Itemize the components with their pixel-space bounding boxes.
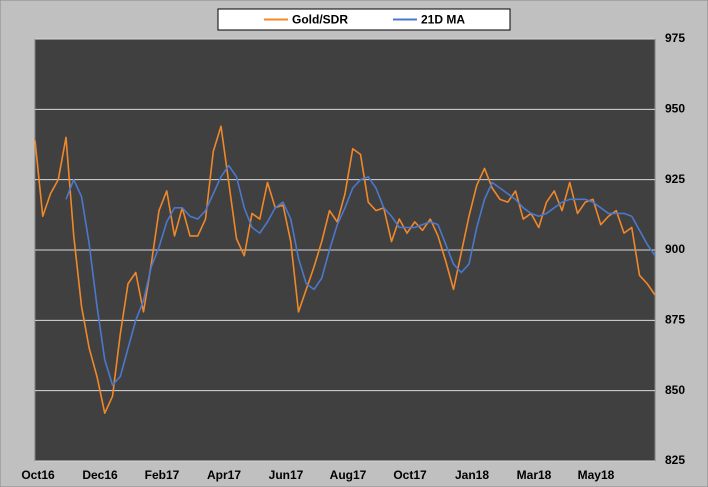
x-tick-label: Jun17 [269,468,304,482]
x-tick-label: Dec16 [82,468,118,482]
x-tick-label: Mar18 [517,468,552,482]
labels: 825 850 875 900 925 950 975 Oct16 Dec16 Feb17 Apr1… [21,31,685,482]
legend-label: 21D MA [421,13,465,27]
x-tick-label: Feb17 [145,468,180,482]
legend-label: Gold/SDR [292,13,348,27]
y-tick-label: 825 [665,453,685,467]
y-tick-label: 900 [665,242,685,256]
grid [35,38,655,462]
x-tick-label: Jan18 [455,468,489,482]
lines [34,125,656,414]
series-line [65,164,656,386]
y-tick-label: 975 [665,31,685,45]
x-tick-label: Oct16 [21,468,55,482]
legend-box [217,8,511,31]
legend: Gold/SDR 21D MA [217,8,511,31]
x-tick-label: Apr17 [207,468,241,482]
y-tick-label: 850 [665,383,685,397]
y-tick-label: 925 [665,172,685,186]
y-tick-label: 875 [665,313,685,327]
x-tick-label: Aug17 [330,468,367,482]
series-line [34,125,656,414]
x-tick-label: Oct17 [393,468,427,482]
x-tick-label: May18 [578,468,615,482]
y-tick-label: 950 [665,102,685,116]
